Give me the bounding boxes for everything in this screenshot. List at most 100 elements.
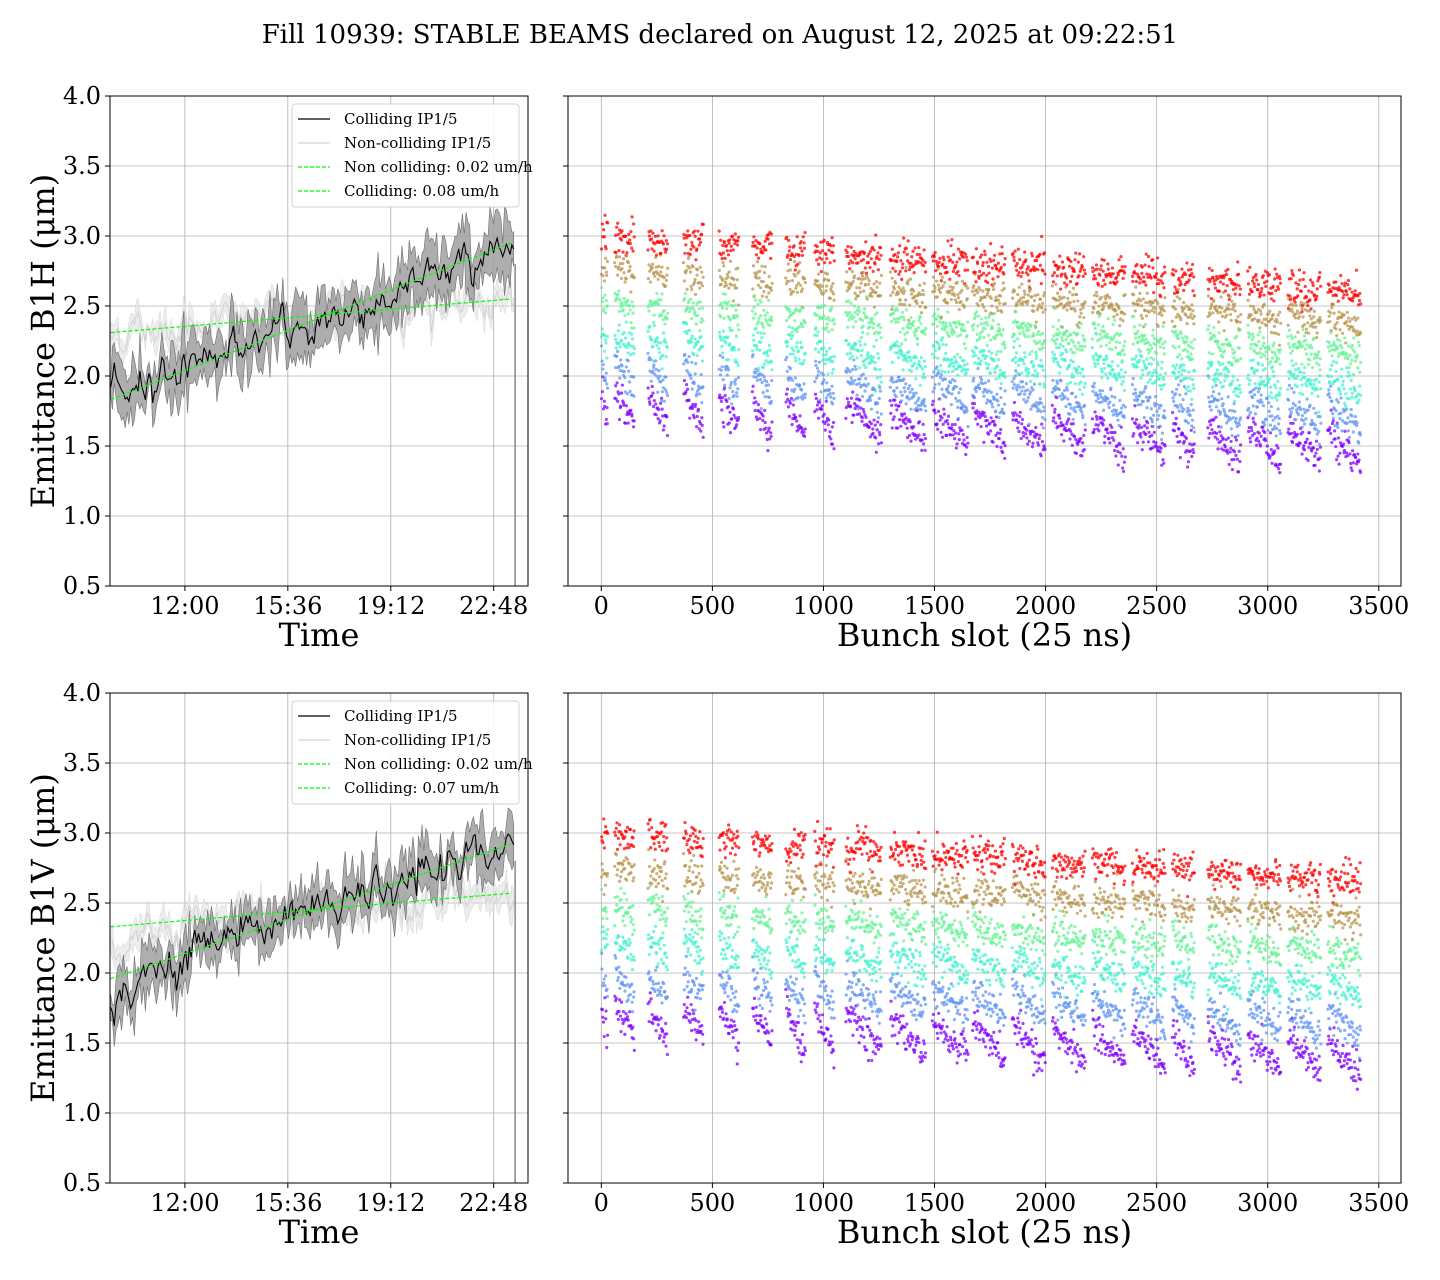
scatter-point xyxy=(868,249,873,253)
scatter-point xyxy=(956,334,960,338)
scatter-point xyxy=(869,407,873,411)
scatter-point xyxy=(972,322,976,327)
scatter-point xyxy=(873,423,877,427)
scatter-point xyxy=(721,377,725,382)
scatter-point xyxy=(1016,363,1021,367)
scatter-point xyxy=(729,249,733,253)
scatter-point xyxy=(1275,398,1279,402)
scatter-point xyxy=(723,292,728,296)
scatter-point xyxy=(933,286,937,290)
scatter-point xyxy=(872,248,876,252)
scatter-point xyxy=(603,333,607,338)
scatter-point xyxy=(1081,348,1085,352)
scatter-point xyxy=(1300,392,1305,396)
scatter-point xyxy=(851,390,855,394)
scatter-point xyxy=(1107,436,1111,440)
scatter-point xyxy=(822,238,826,242)
scatter-point xyxy=(1275,426,1279,431)
scatter-point xyxy=(915,252,919,256)
scatter-point xyxy=(864,271,869,275)
scatter-point xyxy=(931,259,935,263)
scatter-point xyxy=(1147,430,1151,434)
scatter-point xyxy=(955,260,959,264)
scatter-point xyxy=(1060,338,1064,343)
scatter-point xyxy=(731,299,735,303)
scatter-point xyxy=(651,369,655,373)
scatter-point xyxy=(827,346,832,351)
scatter-point xyxy=(891,266,895,270)
scatter-point xyxy=(786,238,791,242)
scatter-point xyxy=(1082,268,1087,272)
scatter-point xyxy=(1272,449,1277,453)
scatter-point xyxy=(754,375,759,379)
scatter-point xyxy=(720,365,724,369)
scatter-point xyxy=(916,399,920,403)
scatter-point xyxy=(1154,441,1158,445)
scatter-point xyxy=(1099,344,1103,348)
scatter-point xyxy=(761,365,765,370)
scatter-point xyxy=(1160,313,1164,317)
scatter-point xyxy=(759,247,763,251)
scatter-point xyxy=(1236,359,1240,363)
scatter-point xyxy=(949,244,953,248)
plot-area xyxy=(110,206,516,586)
scatter-point xyxy=(1121,319,1125,323)
scatter-point xyxy=(1192,368,1197,372)
scatter-point xyxy=(1213,286,1218,290)
scatter-point xyxy=(979,424,983,429)
scatter-point xyxy=(1068,429,1073,433)
scatter-point xyxy=(1304,338,1308,342)
scatter-point xyxy=(1227,462,1231,467)
scatter-point xyxy=(1058,342,1062,346)
scatter-point xyxy=(1270,356,1275,360)
scatter-point xyxy=(1263,367,1267,371)
scatter-point xyxy=(1015,388,1019,392)
scatter-point xyxy=(1308,314,1312,318)
scatter-point xyxy=(895,340,899,344)
scatter-point xyxy=(907,267,912,272)
scatter-point xyxy=(665,317,669,321)
scatter-point xyxy=(690,317,694,321)
scatter-point xyxy=(852,304,856,308)
scatter-point xyxy=(1134,391,1138,395)
scatter-point xyxy=(1301,344,1305,348)
scatter-point xyxy=(1030,254,1034,258)
scatter-point xyxy=(690,334,694,338)
scatter-point xyxy=(828,261,832,265)
scatter-point xyxy=(1071,417,1075,421)
scatter-point xyxy=(1113,318,1117,322)
scatter-point xyxy=(1056,381,1060,385)
scatter-point xyxy=(1110,425,1114,429)
scatter-point xyxy=(977,356,981,360)
scatter-point xyxy=(651,320,656,324)
scatter-point xyxy=(1154,371,1159,375)
scatter-point xyxy=(602,399,606,403)
scatter-point xyxy=(1163,371,1167,376)
scatter-point xyxy=(956,416,960,421)
scatter-point xyxy=(1057,371,1062,375)
scatter-point xyxy=(769,431,773,435)
scatter-point xyxy=(1152,336,1156,341)
scatter-point xyxy=(731,407,735,411)
scatter-point xyxy=(1260,321,1264,325)
scatter-point xyxy=(1071,422,1075,426)
scatter-point xyxy=(920,448,924,452)
scatter-point xyxy=(989,259,993,263)
scatter-point xyxy=(865,315,869,319)
scatter-point xyxy=(820,404,824,408)
scatter-point xyxy=(867,425,871,430)
scatter-point xyxy=(860,274,865,278)
scatter-point xyxy=(791,398,795,402)
scatter-point xyxy=(831,420,836,425)
scatter-point xyxy=(1291,303,1295,307)
scatter-point xyxy=(982,348,986,353)
scatter-point xyxy=(1317,380,1321,384)
scatter-point xyxy=(788,268,793,272)
scatter-point xyxy=(1210,428,1214,432)
scatter-point xyxy=(1003,371,1007,375)
scatter-point xyxy=(1287,383,1291,387)
scatter-point xyxy=(998,368,1002,372)
scatter-point xyxy=(686,360,690,364)
scatter-point xyxy=(617,228,622,232)
scatter-point xyxy=(955,280,959,285)
